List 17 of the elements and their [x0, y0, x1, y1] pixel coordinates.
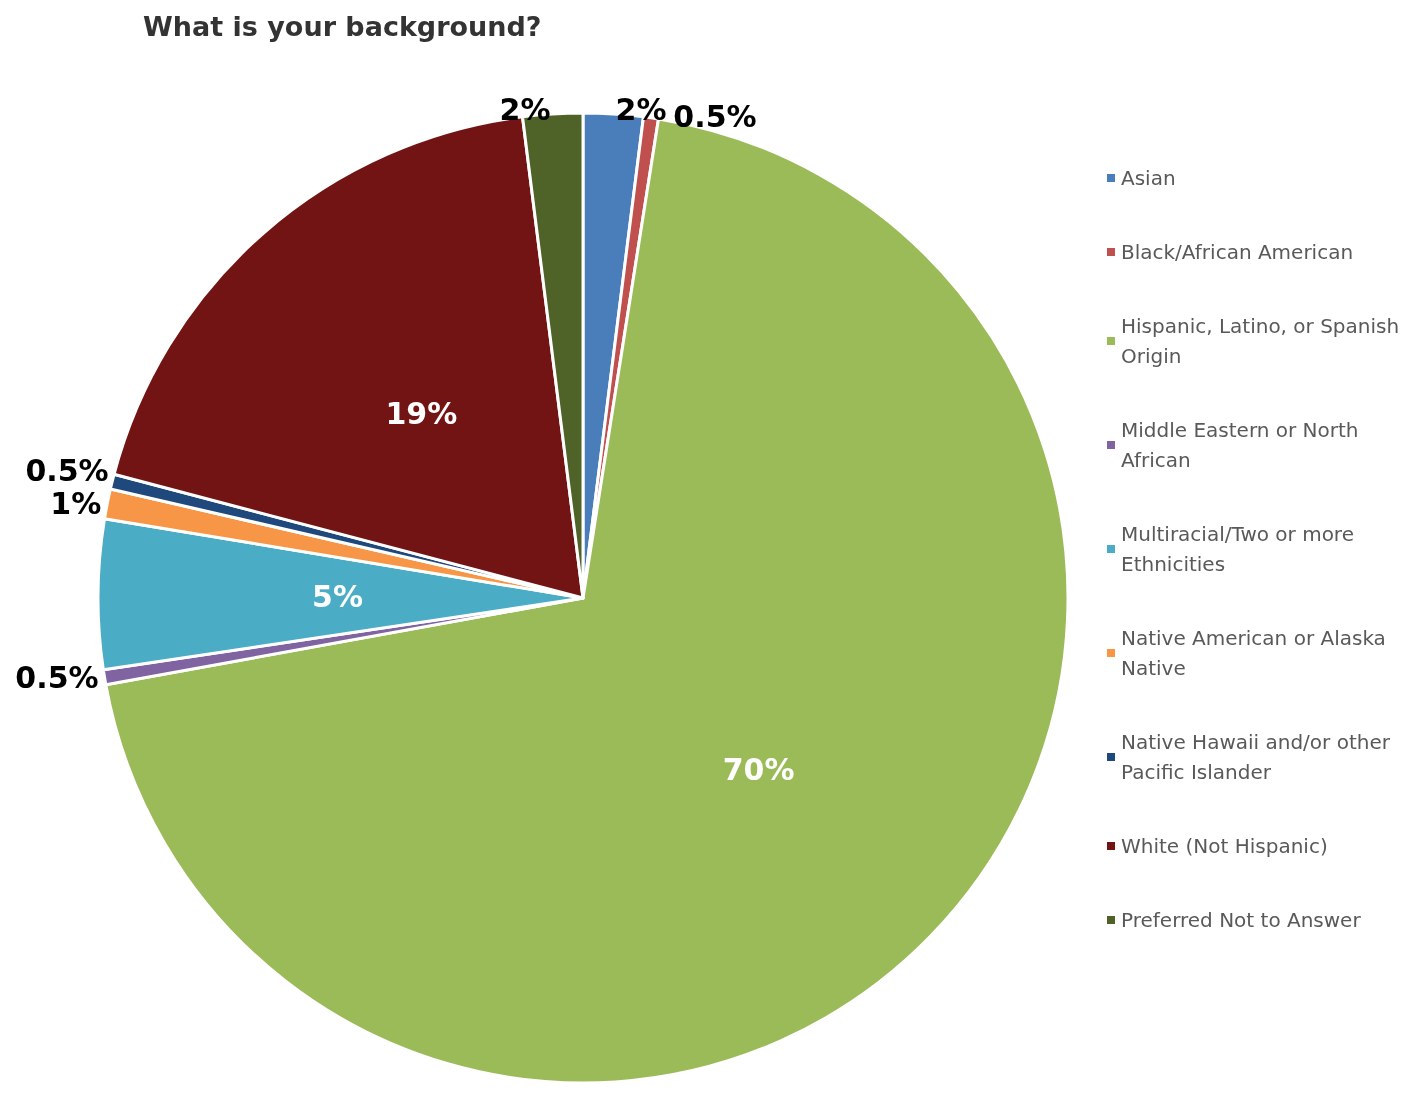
legend-label: Preferred Not to Answer [1121, 908, 1362, 932]
data-label: 0.5% [15, 660, 99, 696]
chart-title: What is your background? [143, 11, 542, 42]
legend-label: Native Hawaii and/or other Pacific Islander [1121, 730, 1397, 784]
data-label: 0.5% [673, 99, 757, 135]
legend-label: Hispanic, Latino, or Spanish Origin [1121, 314, 1406, 368]
data-label: 2% [615, 92, 667, 128]
legend-label: Asian [1121, 166, 1176, 190]
legend-label: Middle Eastern or North African [1121, 418, 1365, 472]
data-label: 19% [385, 395, 458, 431]
legend-label: Native American or Alaska Native [1121, 626, 1393, 680]
legend-label: Black/African American [1121, 240, 1354, 264]
data-label: 2% [499, 92, 551, 128]
data-label: 70% [722, 752, 795, 788]
legend-label: White (Not Hispanic) [1121, 834, 1328, 858]
data-label: 5% [312, 578, 363, 614]
legend-label: Multiracial/Two or more Ethnicities [1121, 522, 1361, 576]
